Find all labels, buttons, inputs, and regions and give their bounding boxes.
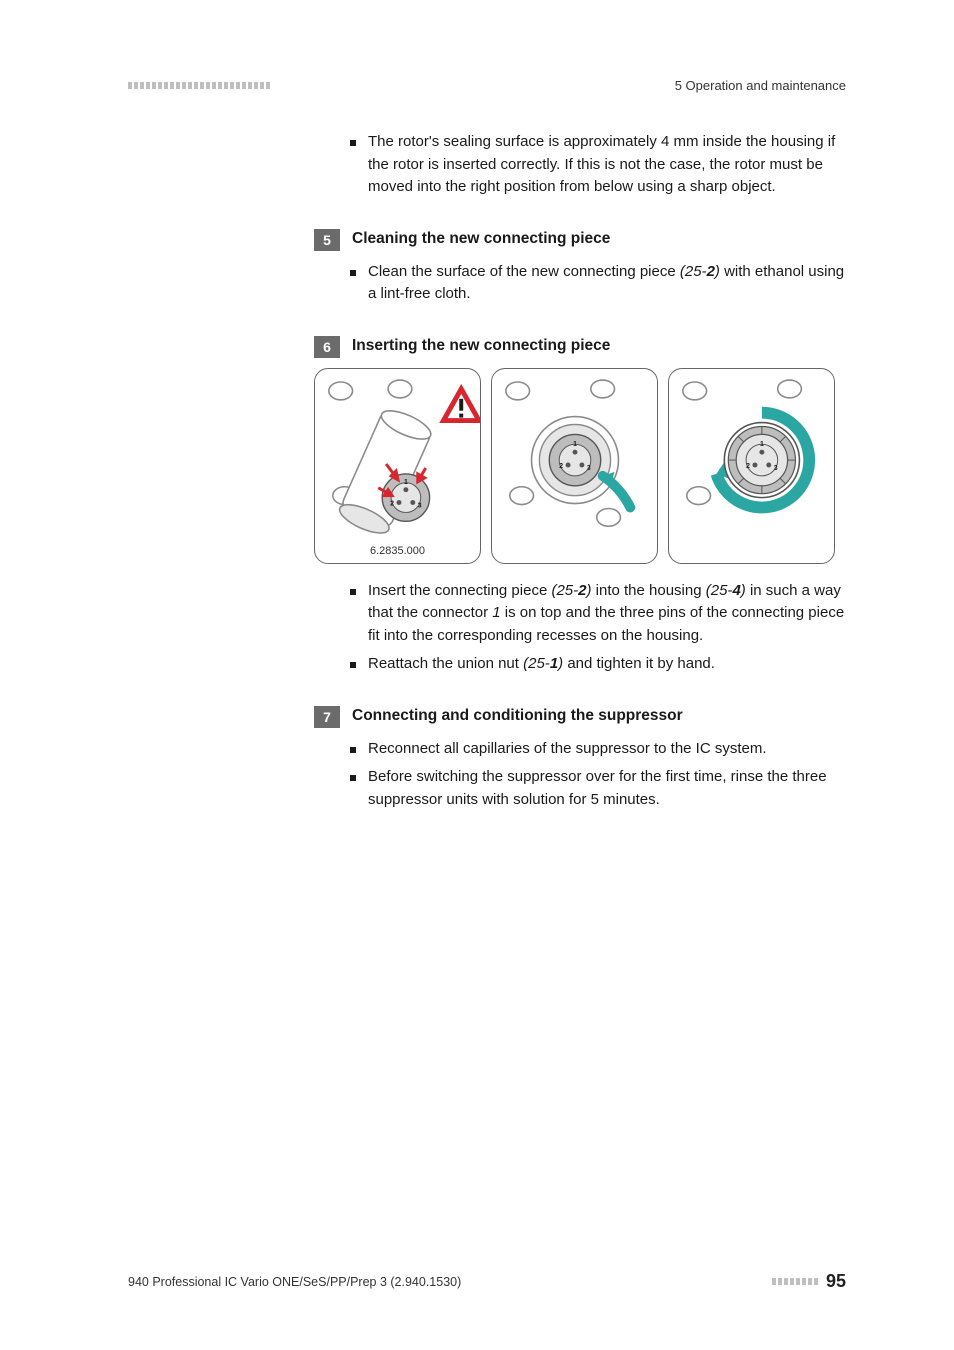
header-ornament-left [128, 82, 270, 89]
svg-text:1: 1 [404, 478, 408, 485]
bullet-icon [350, 589, 356, 595]
svg-text:2: 2 [390, 500, 394, 507]
footer-right: 95 [772, 1271, 846, 1292]
list-item: Reattach the union nut (25-1) and tighte… [350, 653, 846, 676]
page-number: 95 [826, 1271, 846, 1292]
figure-label: 6.2835.000 [315, 545, 480, 557]
step-number-badge: 6 [314, 336, 340, 358]
main-content: The rotor's sealing surface is approxima… [314, 131, 846, 811]
figure-panel-1: 1 2 3 [314, 368, 481, 564]
svg-text:2: 2 [746, 462, 750, 469]
list-item: The rotor's sealing surface is approxima… [350, 131, 846, 199]
step-title: Connecting and conditioning the suppress… [352, 706, 683, 725]
figure-panel-3: 1 2 3 [668, 368, 835, 564]
figure-panel-2: 1 2 3 [491, 368, 658, 564]
bullet-text: Insert the connecting piece (25-2) into … [368, 580, 846, 648]
step-7-heading: 7 Connecting and conditioning the suppre… [314, 706, 846, 728]
page-header: 5 Operation and maintenance [128, 78, 846, 93]
step-7-bullets: Reconnect all capillaries of the suppres… [350, 738, 846, 812]
bullet-icon [350, 270, 356, 276]
svg-text:3: 3 [774, 464, 778, 471]
header-section-label: 5 Operation and maintenance [675, 78, 846, 93]
step-number-badge: 5 [314, 229, 340, 251]
step-number-badge: 7 [314, 706, 340, 728]
svg-text:1: 1 [760, 441, 764, 448]
svg-text:1: 1 [573, 441, 577, 448]
step-5-bullets: Clean the surface of the new connecting … [350, 261, 846, 306]
diagram-2: 1 2 3 [492, 368, 657, 564]
step-title: Inserting the new connecting piece [352, 336, 610, 355]
bullet-text: Reattach the union nut (25-1) and tighte… [368, 653, 715, 676]
footer-doc-title: 940 Professional IC Vario ONE/SeS/PP/Pre… [128, 1275, 461, 1289]
diagram-1: 1 2 3 [315, 368, 480, 564]
step-6-heading: 6 Inserting the new connecting piece [314, 336, 846, 358]
list-item: Before switching the suppressor over for… [350, 766, 846, 811]
footer-ornament [772, 1278, 818, 1285]
bullet-icon [350, 662, 356, 668]
svg-text:2: 2 [559, 462, 563, 469]
page-footer: 940 Professional IC Vario ONE/SeS/PP/Pre… [128, 1271, 846, 1292]
step-title: Cleaning the new connecting piece [352, 229, 610, 248]
bullet-text: Reconnect all capillaries of the suppres… [368, 738, 767, 761]
bullet-text: The rotor's sealing surface is approxima… [368, 131, 846, 199]
bullet-text: Before switching the suppressor over for… [368, 766, 846, 811]
list-item: Reconnect all capillaries of the suppres… [350, 738, 846, 761]
svg-text:3: 3 [418, 502, 422, 509]
svg-text:3: 3 [587, 464, 591, 471]
bullet-icon [350, 140, 356, 146]
bullet-text: Clean the surface of the new connecting … [368, 261, 846, 306]
step-5-heading: 5 Cleaning the new connecting piece [314, 229, 846, 251]
intro-bullet-block: The rotor's sealing surface is approxima… [350, 131, 846, 199]
bullet-icon [350, 747, 356, 753]
step-6-bullets: Insert the connecting piece (25-2) into … [350, 580, 846, 676]
figure-row: 1 2 3 [314, 368, 846, 564]
list-item: Clean the surface of the new connecting … [350, 261, 846, 306]
list-item: Insert the connecting piece (25-2) into … [350, 580, 846, 648]
diagram-3: 1 2 3 [669, 368, 834, 564]
bullet-icon [350, 775, 356, 781]
